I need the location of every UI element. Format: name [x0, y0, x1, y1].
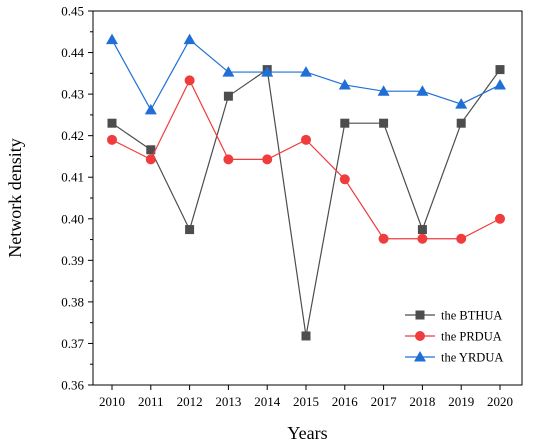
legend: the BTHUA the PRDUA the YRDUA — [405, 309, 503, 365]
legend-label: the BTHUA — [441, 309, 502, 323]
data-point-yrdua — [144, 103, 157, 115]
data-point-bthua — [379, 118, 389, 128]
axes: 0.36 0.37 0.38 0.39 0.40 0.41 0.42 0.43 0.44 0.45… — [61, 4, 523, 409]
data-point-bthua — [340, 118, 350, 128]
series-prdua — [107, 75, 505, 244]
x-tick-label: 2014 — [254, 394, 281, 409]
data-point-bthua — [223, 91, 233, 101]
y-tick-label: 0.37 — [61, 336, 84, 351]
data-point-prdua — [107, 134, 117, 145]
series-yrdua — [106, 33, 506, 115]
legend-marker-bthua — [415, 310, 425, 320]
x-tick-label: 2013 — [215, 394, 241, 409]
y-tick-label: 0.44 — [61, 45, 84, 60]
data-point-yrdua — [222, 66, 235, 77]
data-point-prdua — [301, 134, 311, 145]
data-point-bthua — [185, 225, 195, 235]
y-tick-label: 0.38 — [61, 294, 84, 309]
data-point-bthua — [301, 331, 311, 341]
legend-item-prdua: the PRDUA — [405, 330, 502, 344]
data-point-yrdua — [455, 98, 468, 109]
data-point-prdua — [223, 154, 234, 165]
data-point-prdua — [145, 154, 156, 165]
x-tick-label: 2019 — [448, 394, 474, 409]
data-point-bthua — [417, 225, 427, 235]
data-point-yrdua — [416, 85, 429, 96]
series-bthua — [107, 65, 505, 341]
y-tick-label: 0.40 — [61, 211, 84, 226]
data-point-yrdua — [300, 66, 312, 77]
data-point-prdua — [262, 154, 273, 165]
data-point-prdua — [339, 174, 350, 185]
y-tick-label: 0.45 — [61, 4, 84, 19]
data-point-bthua — [107, 118, 117, 128]
data-point-prdua — [378, 233, 389, 244]
legend-label: the PRDUA — [441, 330, 502, 344]
x-tick-label: 2017 — [371, 394, 398, 409]
data-point-yrdua — [106, 33, 118, 45]
y-axis-title: Network density — [5, 138, 25, 257]
data-point-prdua — [456, 233, 467, 244]
x-tick-label: 2010 — [99, 394, 125, 409]
data-point-yrdua — [494, 78, 506, 90]
y-tick-label: 0.39 — [61, 253, 84, 268]
y-tick-label: 0.43 — [61, 87, 84, 102]
y-tick-label: 0.41 — [61, 170, 84, 185]
data-point-yrdua — [377, 85, 390, 96]
legend-label: the YRDUA — [441, 351, 503, 365]
x-tick-label: 2018 — [409, 394, 435, 409]
series-line-prdua — [111, 79, 501, 240]
series-layer — [106, 33, 506, 341]
y-tick-label: 0.42 — [61, 128, 84, 143]
x-tick-label: 2015 — [293, 394, 319, 409]
data-point-prdua — [417, 233, 428, 244]
x-tick-label: 2012 — [177, 394, 203, 409]
x-tick-label: 2011 — [138, 394, 164, 409]
data-point-bthua — [456, 118, 466, 128]
data-point-bthua — [495, 65, 505, 75]
legend-item-yrdua: the YRDUA — [405, 351, 503, 365]
y-tick-label: 0.36 — [61, 378, 84, 393]
data-point-yrdua — [183, 33, 196, 45]
data-point-yrdua — [338, 78, 351, 90]
legend-marker-prdua — [415, 331, 425, 341]
series-line-bthua — [111, 68, 501, 337]
data-point-prdua — [184, 75, 195, 86]
data-point-prdua — [495, 213, 505, 224]
x-axis-title: Years — [287, 423, 327, 443]
legend-item-bthua: the BTHUA — [405, 309, 502, 323]
data-point-yrdua — [261, 66, 274, 77]
data-point-bthua — [146, 145, 156, 155]
x-tick-label: 2020 — [487, 394, 513, 409]
x-tick-label: 2016 — [332, 394, 359, 409]
legend-marker-yrdua — [414, 351, 426, 362]
